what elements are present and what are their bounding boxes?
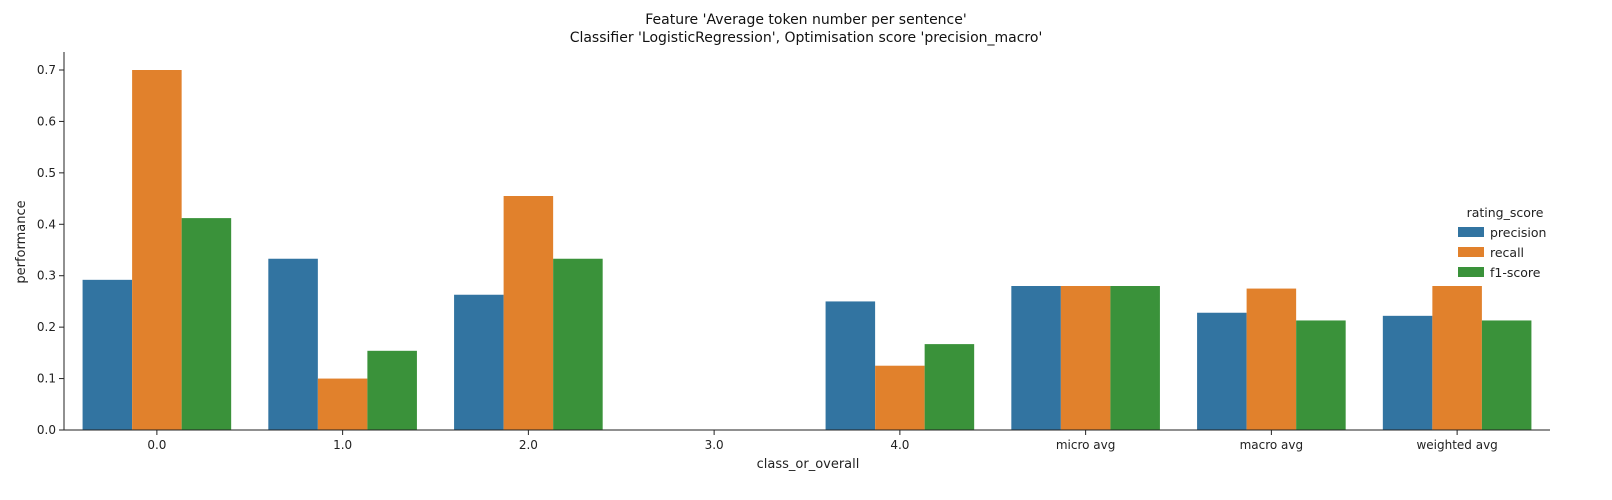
bar-precision [82,279,133,430]
y-tick-label: 0.0 [37,423,56,437]
legend-entry-recall: recall [1490,245,1524,260]
plot-area: 0.0 0.1 0.2 0.3 0.4 0.5 0.6 0.7 0.0 1.0 2.0 3.0 4.0 m… [37,52,1550,452]
y-tick-label: 0.2 [37,320,56,334]
bar-recall [1060,286,1111,430]
y-tick-label: 0.5 [37,166,56,180]
bar-recall [875,365,925,430]
bar-precision [1197,312,1247,430]
x-tick-label: 1.0 [333,438,352,452]
bar-precision [268,258,318,430]
y-tick-label: 0.6 [37,114,56,128]
bar-f1-score [924,344,975,430]
bar-f1-score [1481,320,1532,430]
x-tick-label: 2.0 [519,438,538,452]
x-tick-label: 0.0 [147,438,166,452]
y-tick-label: 0.4 [37,217,56,231]
bar-f1-score [1110,286,1160,430]
bar-precision [1382,315,1433,430]
bar-f1-score [1296,320,1346,430]
bar-recall [503,196,554,430]
y-tick-label: 0.3 [37,269,56,283]
x-tick-label: 3.0 [705,438,724,452]
bar-recall [132,70,182,430]
bar-precision [825,301,876,430]
chart-title: Feature 'Average token number per senten… [645,12,966,28]
legend-swatch-recall [1458,247,1484,257]
y-axis-label: performance [14,200,29,283]
bar-precision [1011,286,1061,430]
bar-precision [454,294,504,430]
bar-f1-score [367,350,417,430]
bar-recall [1432,286,1482,430]
bar-f1-score [553,258,603,430]
legend-entry-f1-score: f1-score [1490,265,1541,280]
x-tick-label: weighted avg [1416,438,1497,452]
legend-swatch-precision [1458,227,1484,237]
bar-recall [1246,288,1297,430]
x-tick-label: micro avg [1056,438,1116,452]
legend-swatch-f1-score [1458,267,1484,277]
legend: precision recall f1-score [1458,225,1546,280]
x-tick-label: macro avg [1240,438,1304,452]
bar-f1-score [181,218,232,430]
bar-recall [317,378,368,430]
y-tick-label: 0.7 [37,63,56,77]
legend-title: rating_score [1467,205,1544,220]
legend-entry-precision: precision [1490,225,1546,240]
x-tick-label: 4.0 [890,438,909,452]
y-tick-label: 0.1 [37,372,56,386]
x-axis-label: class_or_overall [757,457,860,472]
chart-subtitle: Classifier 'LogisticRegression', Optimis… [570,30,1043,46]
